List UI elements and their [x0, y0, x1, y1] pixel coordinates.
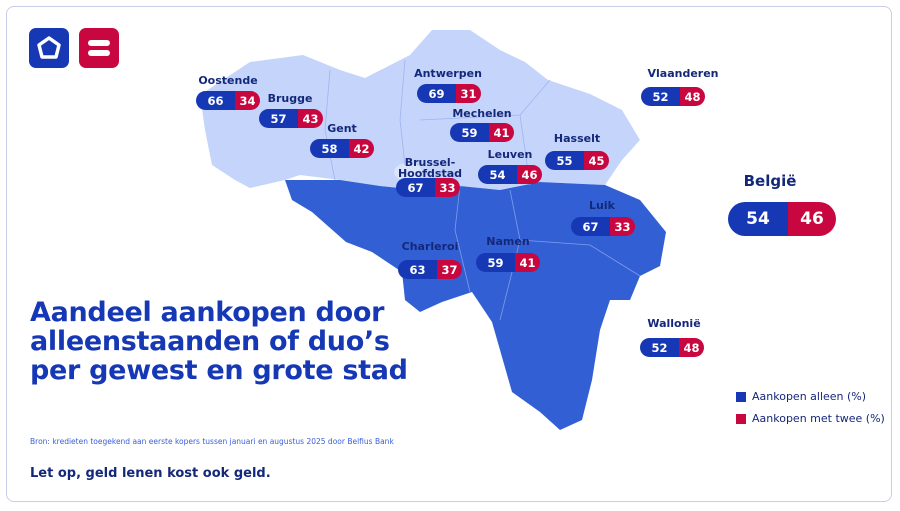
share-pill: 58 42: [310, 139, 374, 158]
card-frame: [6, 6, 892, 502]
share-alone: 52: [641, 87, 680, 106]
share-pill: 57 43: [259, 109, 323, 128]
house-pentagon-icon: [29, 28, 69, 68]
brussels-region: [394, 163, 422, 181]
share-duo: 46: [517, 165, 542, 184]
share-duo: 43: [298, 109, 323, 128]
share-pill: 59 41: [450, 123, 514, 142]
place-label: Namen: [486, 235, 530, 248]
page-title: Aandeel aankopen door alleenstaanden of …: [30, 298, 408, 385]
share-alone: 58: [310, 139, 349, 158]
share-pill: 67 33: [571, 217, 635, 236]
place-label: Brussel-Hoofdstad: [397, 156, 463, 180]
share-duo: 33: [610, 217, 635, 236]
share-alone: 55: [545, 151, 584, 170]
share-alone: 57: [259, 109, 298, 128]
legend-swatch-blue: [736, 391, 746, 402]
share-alone: 66: [196, 91, 235, 110]
share-pill: 55 45: [545, 151, 609, 170]
province-borders: [324, 59, 641, 321]
share-duo: 46: [788, 202, 836, 236]
share-alone: 54: [728, 202, 788, 236]
share-duo: 31: [456, 84, 481, 103]
share-pill: 63 37: [398, 260, 462, 279]
equals-icon: [79, 28, 119, 68]
share-pill: 52 48: [641, 87, 705, 106]
share-duo: 34: [235, 91, 260, 110]
share-duo: 48: [680, 87, 705, 106]
share-duo: 42: [349, 139, 374, 158]
place-label: Leuven: [487, 148, 533, 161]
source-note: Bron: kredieten toegekend aan eerste kop…: [30, 437, 394, 446]
legend-alone: Aankopen alleen (%): [736, 390, 866, 403]
place-label: Charleroi: [401, 240, 459, 253]
share-pill: 54 46: [728, 202, 836, 236]
place-label: Gent: [327, 122, 357, 135]
share-pill: 67 33: [396, 178, 460, 197]
legend-duo: Aankopen met twee (%): [736, 412, 885, 425]
share-alone: 67: [396, 178, 435, 197]
share-pill: 66 34: [196, 91, 260, 110]
place-label: Luik: [589, 199, 615, 212]
place-label: Oostende: [198, 74, 258, 87]
share-duo: 45: [584, 151, 609, 170]
legal-warning: Let op, geld lenen kost ook geld.: [30, 466, 271, 481]
legend-swatch-red: [736, 413, 746, 424]
legend-label: Aankopen met twee (%): [752, 412, 885, 425]
share-pill: 59 41: [476, 253, 540, 272]
share-alone: 69: [417, 84, 456, 103]
share-pill: 52 48: [640, 338, 704, 357]
share-alone: 59: [450, 123, 489, 142]
share-alone: 59: [476, 253, 515, 272]
place-label: België: [743, 172, 797, 190]
title-line: per gewest en grote stad: [30, 355, 408, 386]
share-pill: 54 46: [478, 165, 542, 184]
title-line: alleenstaanden of duo’s: [30, 326, 390, 357]
share-alone: 54: [478, 165, 517, 184]
place-label: Antwerpen: [414, 67, 482, 80]
share-duo: 33: [435, 178, 460, 197]
share-alone: 67: [571, 217, 610, 236]
wallonia-region: [285, 180, 666, 430]
legend-label: Aankopen alleen (%): [752, 390, 867, 403]
share-alone: 52: [640, 338, 679, 357]
share-duo: 37: [437, 260, 462, 279]
share-pill: 69 31: [417, 84, 481, 103]
share-duo: 41: [489, 123, 514, 142]
place-label: Vlaanderen: [647, 67, 719, 80]
share-duo: 48: [679, 338, 704, 357]
place-label: Brugge: [267, 92, 313, 105]
share-duo: 41: [515, 253, 540, 272]
title-line: Aandeel aankopen door: [30, 297, 385, 328]
share-alone: 63: [398, 260, 437, 279]
place-label: Mechelen: [452, 107, 512, 120]
place-label: Wallonië: [647, 317, 701, 330]
place-label: Hasselt: [553, 132, 601, 145]
